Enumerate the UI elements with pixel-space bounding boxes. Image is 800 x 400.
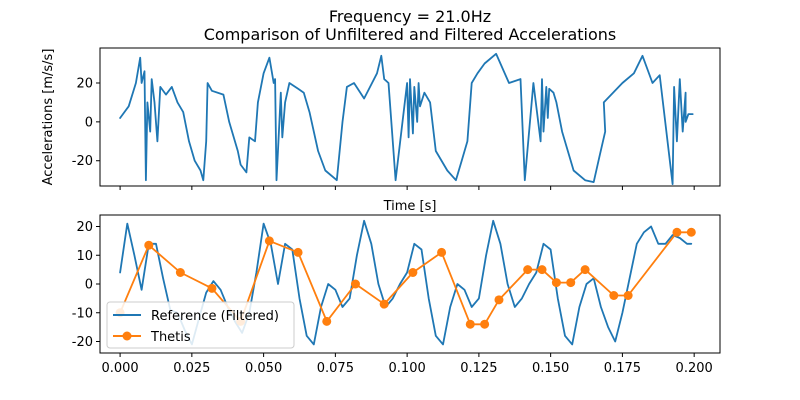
bottom-series-point [480,319,490,329]
bottom-x-tick-label: 0.100 [389,361,426,376]
bottom-panel: -20 -10 0 10 20 0.000 0.025 0.050 0.075 0.100 0.1… [72,214,721,376]
top-y-tick-label: -20 [72,154,93,169]
top-x-axis [119,186,695,190]
bottom-x-tick-label: 0.050 [245,361,282,376]
bottom-series-point [623,291,633,300]
bottom-series-point [465,319,475,329]
bottom-series-point [264,236,274,246]
bottom-x-tick-label: 0.075 [317,361,354,376]
top-panel: -20 0 20 Time [s] Accelerations [m/s/s] [41,47,721,214]
top-y-tick-label: 20 [76,76,93,91]
figure-suptitle: Frequency = 21.0Hz [329,7,491,26]
bottom-y-tick-label: -10 [72,306,93,321]
top-series-line-0 [119,52,694,186]
bottom-x-tick-label: 0.175 [604,361,641,376]
top-x-axis-label: Time [s] [383,199,437,214]
bottom-series-point [207,283,217,293]
bottom-series-point [686,227,696,237]
bottom-x-tick-label: 0.125 [460,361,497,376]
bottom-x-tick-label: 0.025 [173,361,210,376]
bottom-series-point [672,227,682,237]
bottom-series-point [408,268,418,277]
bottom-series-point [350,279,360,289]
bottom-x-axis: 0.000 0.025 0.050 0.075 0.100 0.125 0.150 0.175… [101,353,713,376]
bottom-series-point [580,265,590,275]
legend: Reference (Filtered) Thetis [106,301,295,349]
bottom-x-tick-label: 0.150 [532,361,569,376]
legend-label-thetis: Thetis [150,330,191,345]
bottom-y-tick-label: 0 [85,278,93,293]
bottom-series-point [144,240,154,250]
bottom-series-point [566,278,576,288]
bottom-x-tick-label: 0.000 [101,361,138,376]
bottom-series-point [523,265,533,275]
bottom-series-point [609,291,619,300]
bottom-series-point [494,295,504,305]
bottom-series-line-0 [119,219,693,346]
bottom-series-point [175,268,185,277]
bottom-series-point [379,299,389,309]
top-chart-title: Comparison of Unfiltered and Filtered Ac… [204,25,617,44]
bottom-series-point [551,278,561,288]
bottom-series-point [322,316,332,326]
bottom-series-point [437,247,447,257]
bottom-y-axis: -20 -10 0 10 20 [72,220,100,350]
top-axes-frame [99,47,721,187]
legend-box [106,301,295,349]
bottom-series-point [537,265,547,275]
bottom-y-tick-label: 10 [76,249,93,264]
top-y-axis-label: Accelerations [m/s/s] [41,49,56,186]
top-series-layer [119,52,694,186]
top-y-axis: -20 0 20 [72,76,100,169]
bottom-y-tick-label: -20 [72,335,93,350]
top-y-tick-label: 0 [85,115,93,130]
legend-label-reference: Reference (Filtered) [151,309,279,324]
bottom-series-point [293,247,303,257]
bottom-y-tick-label: 20 [76,220,93,235]
legend-marker-thetis [122,331,132,341]
bottom-x-tick-label: 0.200 [676,361,713,376]
